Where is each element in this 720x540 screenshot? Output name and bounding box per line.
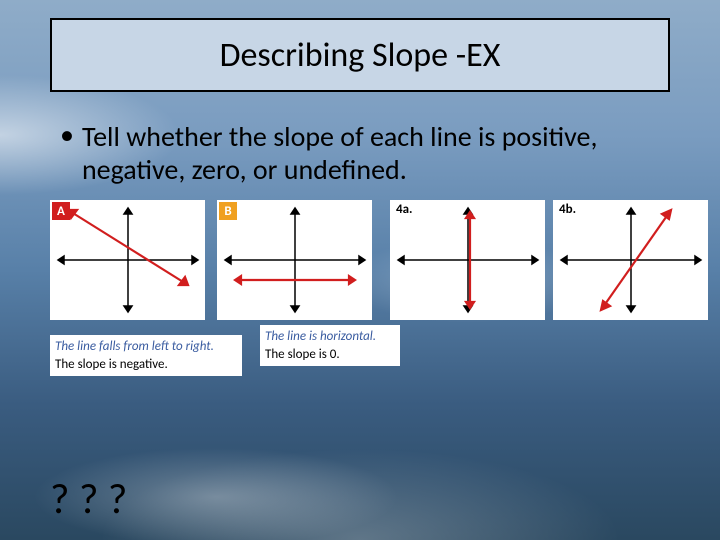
graph-A: A bbox=[50, 200, 205, 320]
graph-A-axes bbox=[58, 208, 198, 312]
footer-question-marks: ? ? ? bbox=[50, 474, 127, 525]
graph-4a: 4a. bbox=[390, 200, 545, 320]
caption-B-line2: The slope is 0. bbox=[265, 346, 395, 364]
bullet-row: • Tell whether the slope of each line is… bbox=[60, 120, 680, 186]
caption-B-line1: The line is horizontal. bbox=[265, 328, 395, 346]
graph-B: B bbox=[217, 200, 372, 320]
graphs-row: A B bbox=[50, 200, 700, 320]
graph-4b: 4b. bbox=[553, 200, 708, 320]
graph-A-badge: A bbox=[52, 202, 70, 220]
slide-title-box: Describing Slope -EX bbox=[50, 18, 670, 92]
graph-B-badge: B bbox=[219, 202, 237, 220]
graph-4b-axes bbox=[561, 208, 701, 312]
graph-4a-label: 4a. bbox=[392, 200, 416, 219]
slide-title: Describing Slope -EX bbox=[220, 35, 501, 76]
graph-B-svg bbox=[217, 200, 372, 320]
graph-B-axes bbox=[225, 208, 365, 312]
caption-A-line1: The line falls from left to right. bbox=[55, 338, 237, 356]
graph-A-svg bbox=[50, 200, 205, 320]
caption-A-line2: The slope is negative. bbox=[55, 356, 237, 374]
graph-4b-label: 4b. bbox=[555, 200, 580, 219]
bullet-marker: • bbox=[60, 120, 74, 151]
caption-B: The line is horizontal. The slope is 0. bbox=[260, 325, 400, 366]
graph-4a-axes bbox=[398, 208, 538, 312]
caption-A: The line falls from left to right. The s… bbox=[50, 335, 242, 376]
bullet-text: Tell whether the slope of each line is p… bbox=[82, 120, 680, 186]
